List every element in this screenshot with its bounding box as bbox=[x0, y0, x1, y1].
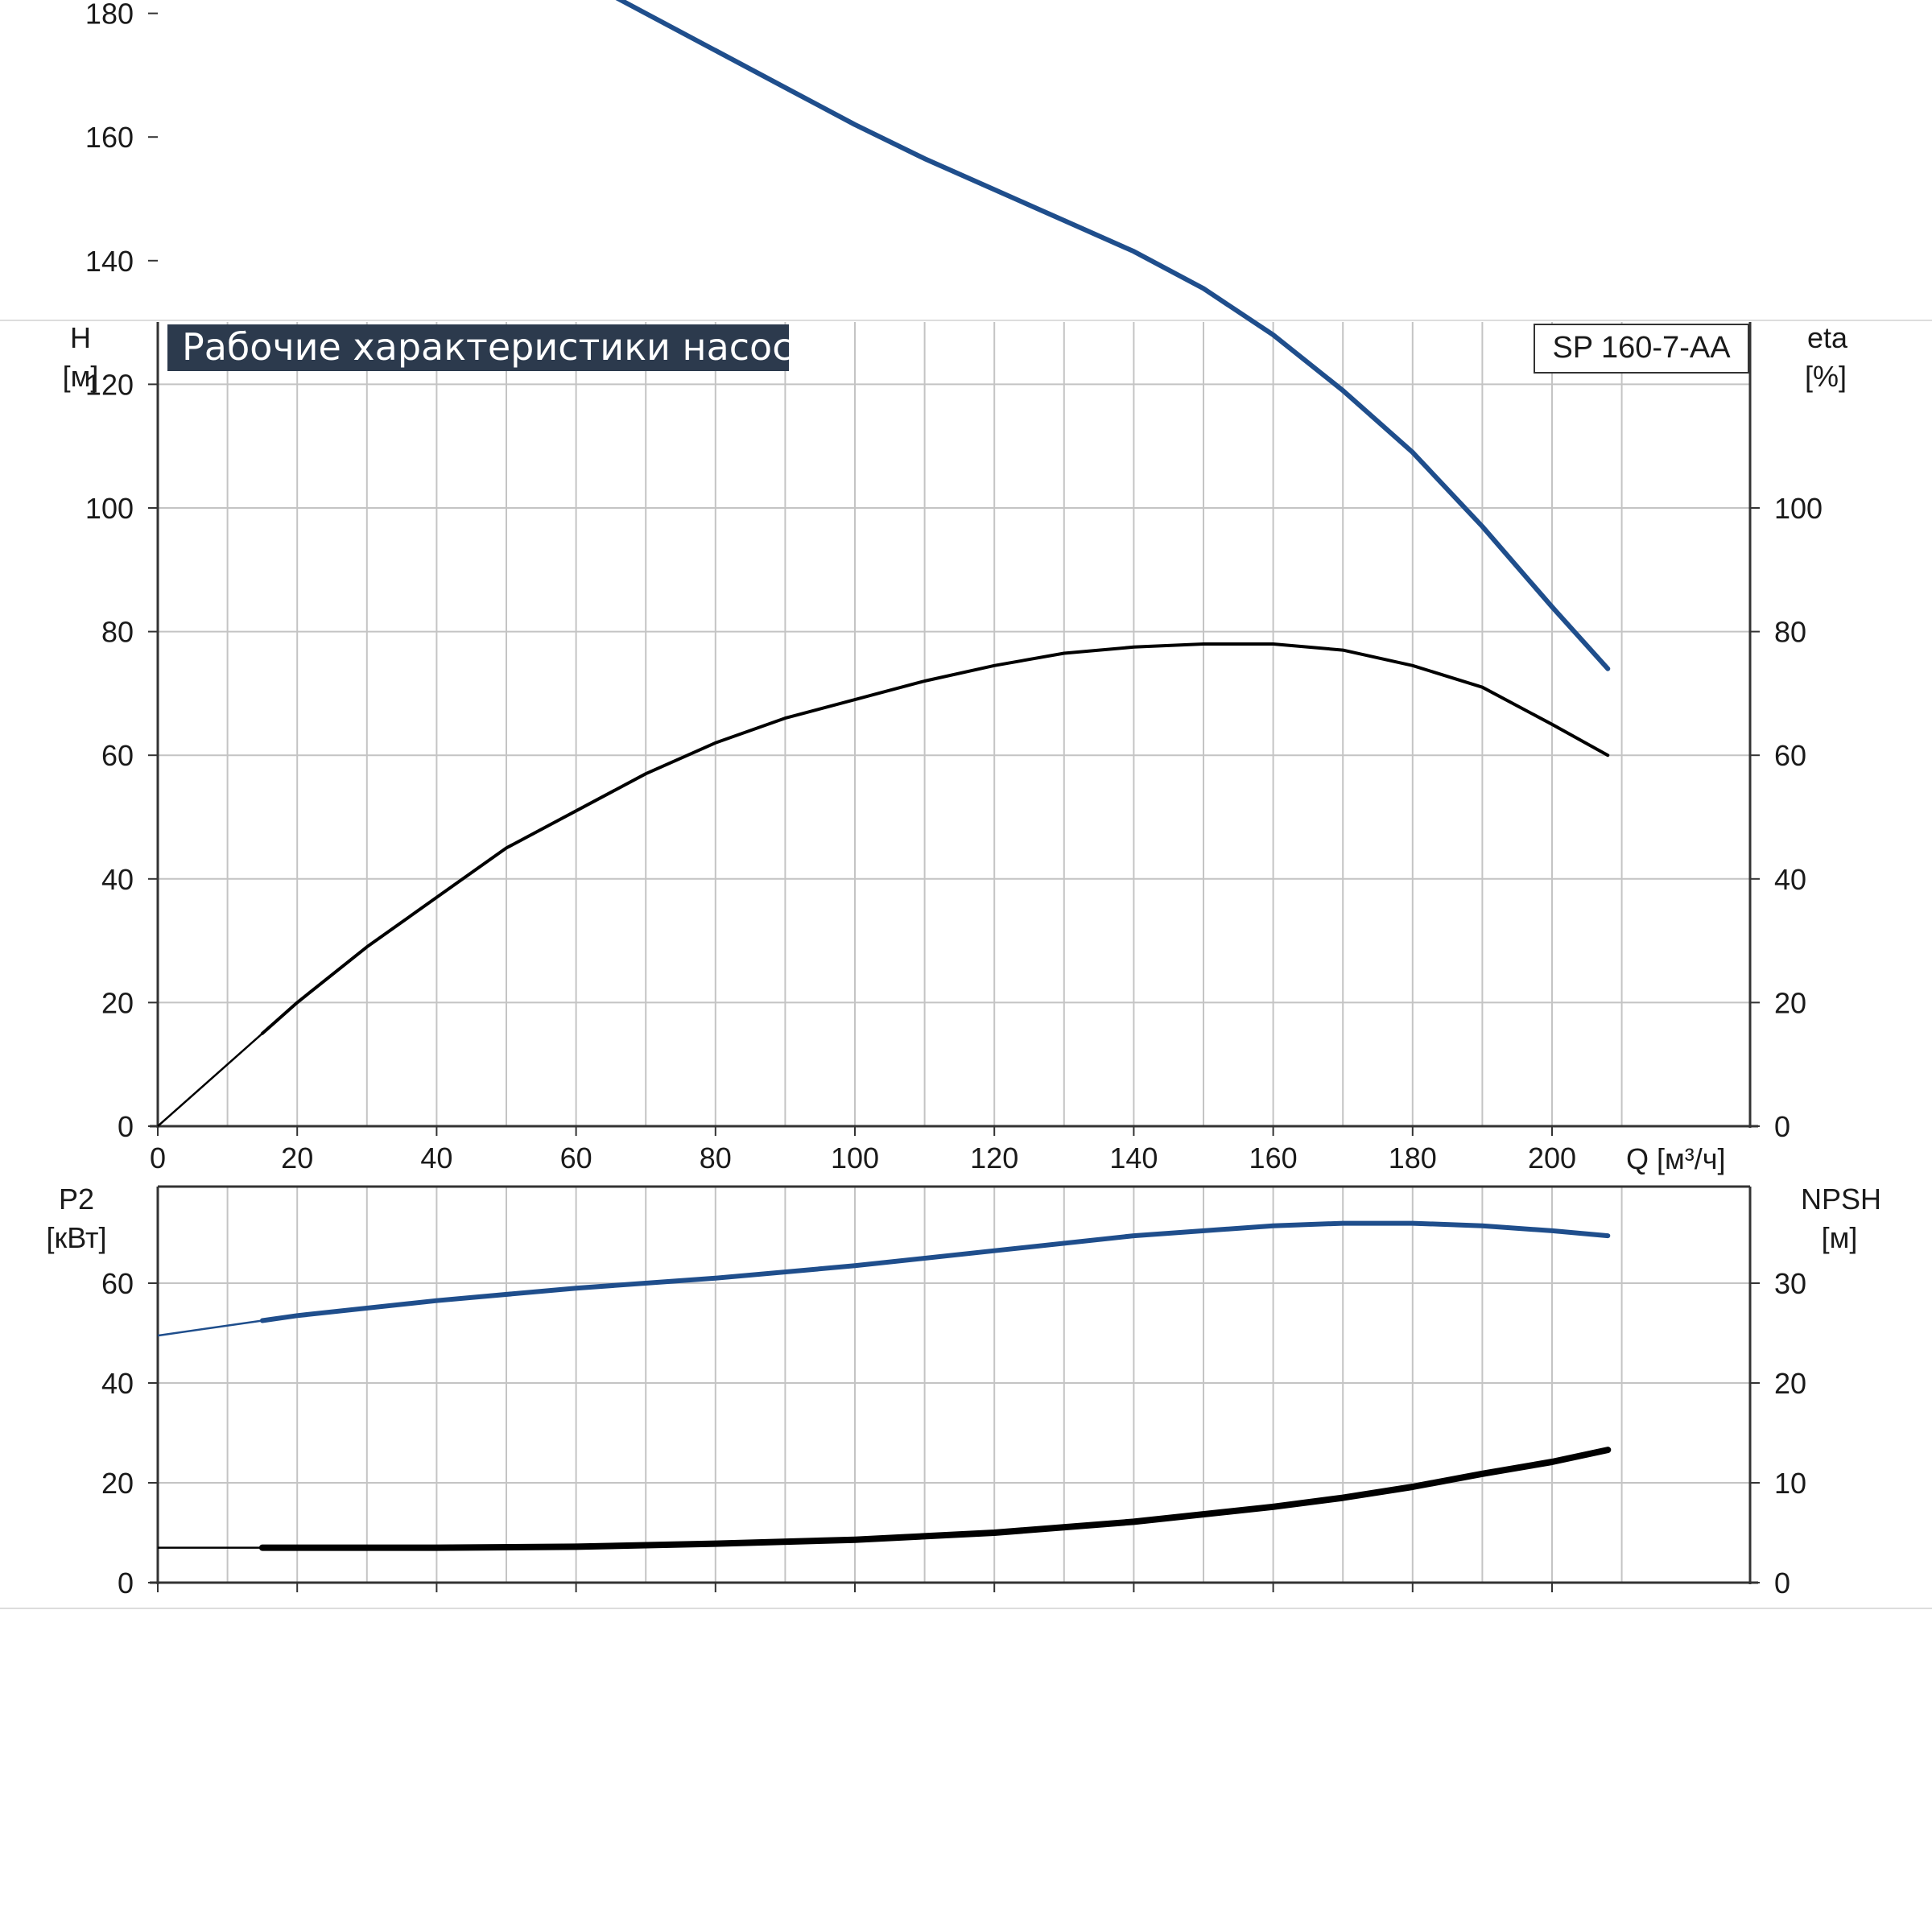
tick-label-x: 80 bbox=[700, 1141, 732, 1174]
tick-label-left: 180 bbox=[85, 0, 134, 31]
top-panel-series bbox=[157, 0, 1611, 1127]
tick-label-left: 60 bbox=[101, 739, 134, 772]
series-line-top-0 bbox=[615, 0, 1611, 671]
tick-label-left: 140 bbox=[85, 245, 134, 278]
x-axis-label: Q [м³/ч] bbox=[1626, 1142, 1726, 1175]
tick-label-right: 0 bbox=[1774, 1110, 1790, 1143]
tick-label-x: 140 bbox=[1109, 1141, 1158, 1174]
tick-label-right: 20 bbox=[1774, 1367, 1806, 1400]
tick-label-x: 0 bbox=[150, 1141, 166, 1174]
series-line-top-1 bbox=[260, 642, 1610, 1035]
tick-label-x: 160 bbox=[1249, 1141, 1298, 1174]
tick-label-left: 60 bbox=[101, 1267, 134, 1300]
bottom-panel-ticks: 0 20 40 60 0 10 20 30 bbox=[101, 1267, 1806, 1600]
tick-label-left: 0 bbox=[118, 1567, 134, 1600]
tick-label-right: 100 bbox=[1774, 492, 1823, 525]
tick-label-left: 80 bbox=[101, 616, 134, 649]
y-label-left-top-symbol: H bbox=[70, 321, 91, 354]
top-panel-ticks: 0204060801001201401601802002200204060801… bbox=[85, 0, 1823, 1174]
series-line-bot-0 bbox=[259, 1220, 1611, 1323]
tick-label-left: 20 bbox=[101, 986, 134, 1019]
y-label-right-bottom-symbol: NPSH bbox=[1801, 1183, 1881, 1216]
tick-label-x: 200 bbox=[1528, 1141, 1576, 1174]
bottom-panel-axes bbox=[150, 1185, 1758, 1584]
tick-label-x: 60 bbox=[560, 1141, 592, 1174]
tick-label-right: 60 bbox=[1774, 739, 1806, 772]
series-line-lead-bot-0 bbox=[157, 1319, 263, 1337]
tick-label-left: 100 bbox=[85, 492, 134, 525]
bottom-panel-series bbox=[157, 1220, 1612, 1551]
title-background bbox=[167, 324, 789, 371]
bottom-panel-grid bbox=[158, 1187, 1750, 1583]
series-line-lead-top-1 bbox=[157, 1032, 263, 1127]
tick-label-right: 0 bbox=[1774, 1567, 1790, 1600]
series-line-bot-1 bbox=[258, 1447, 1612, 1551]
model-label: SP 160-7-AA bbox=[1552, 331, 1731, 365]
tick-label-right: 20 bbox=[1774, 986, 1806, 1019]
tick-label-left: 160 bbox=[85, 121, 134, 154]
y-label-left-top-unit: [м] bbox=[63, 360, 99, 393]
tick-label-right: 10 bbox=[1774, 1467, 1806, 1500]
tick-label-left: 20 bbox=[101, 1467, 134, 1500]
tick-label-x: 20 bbox=[281, 1141, 313, 1174]
y-label-right-bottom-unit: [м] bbox=[1822, 1221, 1858, 1254]
chart-title: Рабочие характеристики насоса bbox=[182, 325, 815, 369]
tick-label-left: 40 bbox=[101, 1367, 134, 1400]
tick-label-x: 40 bbox=[420, 1141, 452, 1174]
tick-label-left: 120 bbox=[85, 368, 134, 401]
tick-label-x: 120 bbox=[970, 1141, 1018, 1174]
tick-label-right: 80 bbox=[1774, 616, 1806, 649]
y-label-left-bottom-unit: [кВт] bbox=[46, 1221, 106, 1254]
top-panel-grid bbox=[158, 322, 1750, 1126]
model-box bbox=[1534, 324, 1749, 374]
tick-label-right: 40 bbox=[1774, 863, 1806, 896]
y-label-right-top-symbol: eta bbox=[1807, 321, 1848, 354]
tick-label-left: 40 bbox=[101, 863, 134, 896]
y-label-left-bottom-symbol: P2 bbox=[59, 1183, 94, 1216]
tick-label-x: 180 bbox=[1389, 1141, 1437, 1174]
top-panel-axes bbox=[150, 322, 1758, 1128]
y-label-right-top-unit: [%] bbox=[1805, 360, 1847, 393]
tick-label-left: 0 bbox=[118, 1110, 134, 1143]
tick-label-x: 100 bbox=[831, 1141, 879, 1174]
tick-label-right: 30 bbox=[1774, 1267, 1806, 1300]
